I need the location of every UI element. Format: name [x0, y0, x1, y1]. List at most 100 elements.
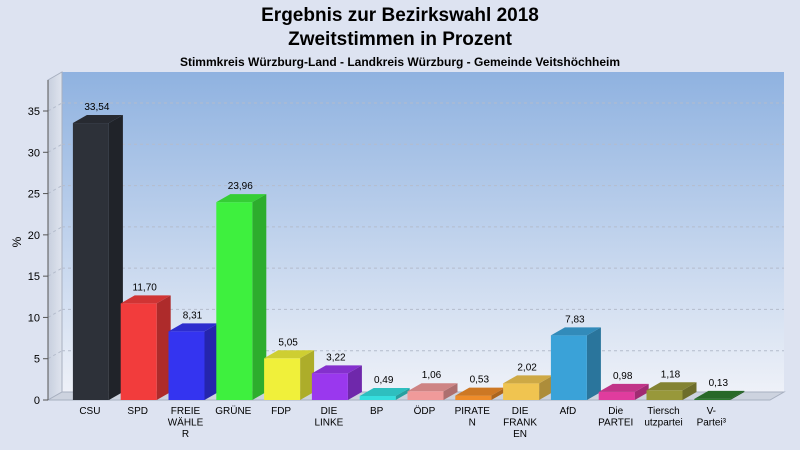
bar-side: [491, 387, 506, 400]
bar-front: [359, 395, 396, 400]
bar-value-label: 8,31: [183, 310, 203, 321]
bars: [72, 115, 745, 401]
x-tick-label: PARTEI: [598, 418, 633, 429]
bar-front: [72, 123, 109, 401]
x-tick-label: CSU: [79, 406, 100, 417]
x-tick-label: FRANK: [503, 418, 537, 429]
bar-front: [455, 395, 492, 400]
x-tick-label: FREIE: [171, 406, 201, 417]
x-tick-label: ÖDP: [414, 405, 436, 417]
grid-line-side: [47, 226, 63, 236]
bar-value-label: 0,13: [709, 378, 729, 389]
x-tick-label: DIE: [512, 406, 529, 417]
bar: [120, 295, 171, 400]
y-axis-label: %: [10, 236, 24, 247]
y-tick-label: 15: [28, 271, 40, 283]
bar: [72, 115, 123, 401]
bar-side: [204, 323, 219, 400]
bar-front: [598, 391, 635, 400]
chart-title-block: Ergebnis zur Bezirkswahl 2018 Zweitstimm…: [0, 4, 800, 69]
bar: [646, 382, 697, 400]
bar-value-label: 2,02: [517, 362, 537, 373]
chart-subtitle: Stimmkreis Würzburg-Land - Landkreis Wür…: [179, 55, 621, 69]
bar-top: [407, 383, 458, 392]
bar-value-label: 0,98: [613, 371, 633, 382]
bar-side: [443, 383, 458, 400]
bar-value-label: 11,70: [133, 282, 158, 293]
bar-top: [359, 387, 410, 396]
chart-title-line2: Zweitstimmen in Prozent: [288, 29, 512, 50]
bar: [359, 387, 410, 400]
grid-line-side: [47, 350, 63, 360]
bar-value-label: 7,83: [565, 314, 585, 325]
bar-side: [682, 382, 697, 400]
bar-top: [72, 115, 123, 124]
y-tick-label: 5: [34, 354, 40, 366]
y-tick-label: 20: [28, 230, 40, 242]
bar-front: [646, 390, 683, 400]
x-tick-label: Tiersch: [647, 406, 679, 417]
bar: [550, 327, 601, 400]
bar-side: [634, 383, 649, 400]
bar-front: [407, 391, 444, 400]
x-tick-label: SPD: [127, 406, 148, 417]
bar-front: [503, 383, 540, 400]
bar-value-label: 33,54: [84, 102, 109, 113]
bar-side: [586, 327, 601, 400]
x-tick-label: utzpartei: [644, 418, 682, 429]
bar: [168, 323, 219, 400]
bar-top: [120, 295, 171, 304]
bar-front: [550, 335, 587, 400]
bar-value-label: 5,05: [278, 337, 298, 348]
bar-top: [168, 323, 219, 332]
grid-line-side: [47, 308, 63, 318]
bar-side: [300, 350, 315, 400]
x-tick-label: GRÜNE: [215, 405, 251, 417]
bar-side: [108, 115, 123, 401]
y-tick-label: 30: [28, 147, 40, 159]
chart-title: Ergebnis zur Bezirkswahl 2018: [261, 5, 539, 26]
x-tick-label: EN: [513, 429, 527, 440]
bar-value-label: 23,96: [228, 181, 253, 192]
bar: [216, 194, 267, 400]
y-tick-label: 35: [28, 106, 40, 118]
x-tick-label: WÄHLE: [168, 417, 204, 429]
side-wall: [47, 71, 63, 401]
bar: [311, 365, 362, 400]
bar-top: [311, 365, 362, 374]
grid-line-side: [47, 102, 63, 112]
bar-top: [646, 382, 697, 391]
x-tick-label: V-: [707, 406, 716, 417]
bar-side: [730, 390, 745, 400]
x-tick-label: N: [469, 418, 476, 429]
x-tick-label: Partei³: [697, 418, 727, 429]
bar: [407, 383, 458, 400]
bar-top: [598, 383, 649, 392]
bar-top: [216, 194, 267, 203]
bar-value-label: 3,22: [326, 352, 346, 363]
bar-front: [264, 358, 301, 400]
x-tick-label: PIRATE: [455, 406, 491, 417]
bar-side: [156, 295, 171, 400]
x-tick-label: BP: [370, 406, 384, 417]
y-axis: 0 5 10 15 20 25 30 35: [28, 80, 49, 407]
bar-value-label: 1,06: [422, 370, 442, 381]
bar-side: [347, 365, 362, 400]
x-tick-label: DIE: [321, 406, 338, 417]
x-tick-label: FDP: [271, 406, 291, 417]
x-tick-label: R: [182, 429, 189, 440]
bar: [694, 390, 745, 400]
bar-value-label: 1,18: [661, 369, 681, 380]
x-tick-label: AfD: [560, 406, 577, 417]
bar: [264, 350, 315, 400]
bar-value-label: 0,49: [374, 375, 394, 386]
bar-front: [216, 202, 253, 400]
bar: [598, 383, 649, 400]
bar-side: [252, 194, 267, 400]
bar-front: [694, 398, 731, 400]
bar-top: [694, 390, 745, 399]
bar-side: [539, 375, 554, 400]
bar: [503, 375, 554, 400]
